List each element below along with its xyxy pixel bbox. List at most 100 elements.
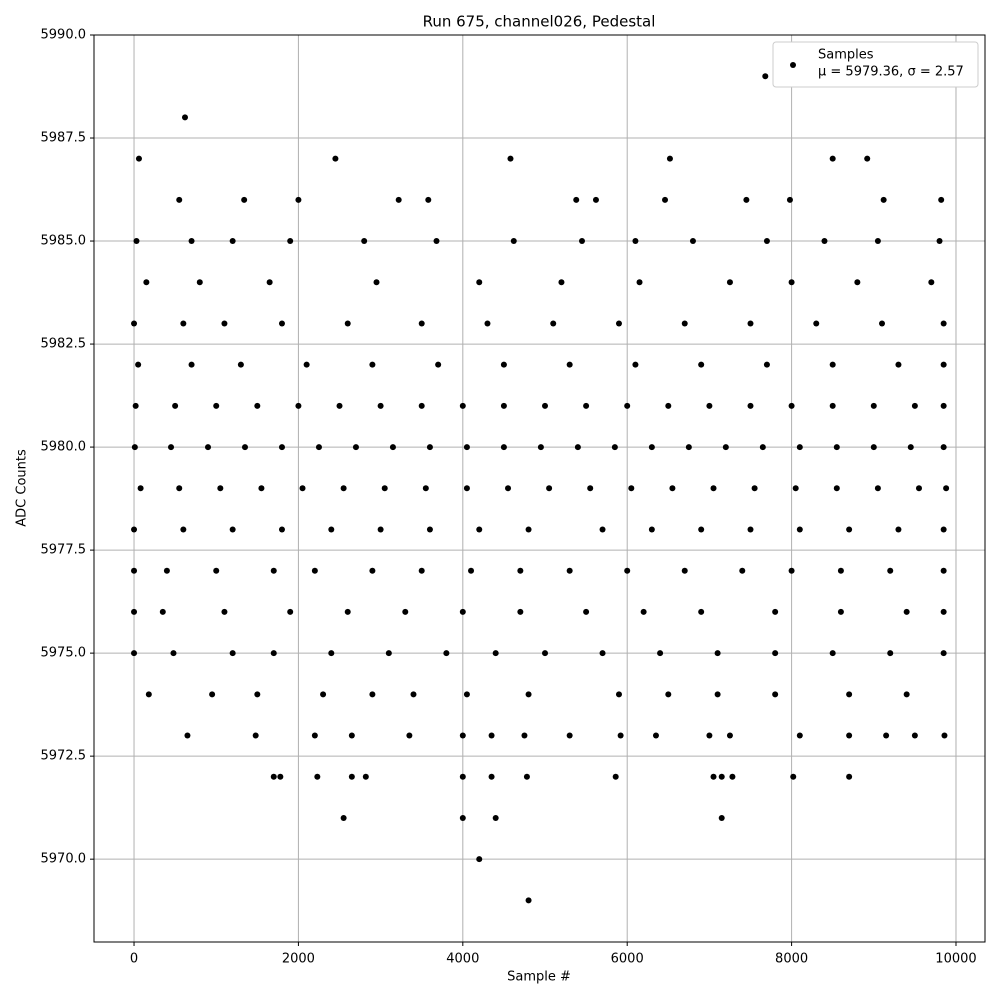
data-point <box>505 485 512 492</box>
data-point <box>788 279 795 286</box>
data-point <box>340 814 347 821</box>
data-point <box>542 402 549 409</box>
data-point <box>402 608 409 615</box>
data-point <box>759 444 766 451</box>
data-point <box>131 567 138 574</box>
data-point <box>180 526 187 533</box>
data-point <box>940 361 947 368</box>
data-point <box>772 691 779 698</box>
data-point <box>525 691 532 698</box>
data-point <box>270 773 277 780</box>
data-point <box>241 444 248 451</box>
data-point <box>270 650 277 657</box>
data-point <box>241 196 248 203</box>
data-point <box>131 608 138 615</box>
x-axis-label: Sample # <box>507 970 571 985</box>
data-point <box>592 196 599 203</box>
data-point <box>666 155 673 162</box>
y-tick-label: 5980.0 <box>41 440 87 455</box>
data-point <box>583 608 590 615</box>
data-point <box>133 238 140 245</box>
data-point <box>188 238 195 245</box>
data-point <box>698 608 705 615</box>
data-point <box>907 444 914 451</box>
data-point <box>143 279 150 286</box>
data-point <box>874 485 881 492</box>
data-point <box>648 444 655 451</box>
data-point <box>718 814 725 821</box>
data-point <box>722 444 729 451</box>
data-point <box>463 444 470 451</box>
data-point <box>940 650 947 657</box>
data-point <box>558 279 565 286</box>
data-point <box>566 567 573 574</box>
data-point <box>488 773 495 780</box>
data-point <box>517 608 524 615</box>
data-point <box>507 155 514 162</box>
data-point <box>940 567 947 574</box>
data-point <box>418 320 425 327</box>
data-point <box>168 444 175 451</box>
y-tick-label: 5975.0 <box>41 646 87 661</box>
data-point <box>895 361 902 368</box>
legend: Samples μ = 5979.36, σ = 2.57 <box>772 41 979 88</box>
data-point <box>751 485 758 492</box>
data-point <box>258 485 265 492</box>
data-point <box>546 485 553 492</box>
data-point <box>763 238 770 245</box>
data-point <box>373 279 380 286</box>
y-tick-label: 5972.5 <box>41 749 87 764</box>
data-point <box>252 732 259 739</box>
data-point <box>344 608 351 615</box>
data-point <box>911 402 918 409</box>
data-point <box>599 650 606 657</box>
data-point <box>254 691 261 698</box>
data-point <box>525 897 532 904</box>
data-point <box>344 320 351 327</box>
data-point <box>287 238 294 245</box>
data-point <box>747 402 754 409</box>
data-point <box>229 526 236 533</box>
data-point <box>418 402 425 409</box>
data-point <box>266 279 273 286</box>
y-tick-label: 5977.5 <box>41 543 87 558</box>
data-point <box>184 732 191 739</box>
data-point <box>237 361 244 368</box>
data-point <box>636 279 643 286</box>
data-point <box>698 361 705 368</box>
data-point <box>617 732 624 739</box>
data-point <box>573 196 580 203</box>
data-point <box>821 238 828 245</box>
data-point <box>943 485 950 492</box>
data-point <box>829 650 836 657</box>
legend-box <box>772 41 979 88</box>
data-point <box>369 567 376 574</box>
data-point <box>763 361 770 368</box>
y-tick-label: 5982.5 <box>41 337 87 352</box>
axes-frame <box>93 34 986 943</box>
data-point <box>681 567 688 574</box>
data-point <box>788 402 795 409</box>
legend-marker <box>790 62 796 68</box>
data-point <box>459 814 466 821</box>
data-point <box>299 485 306 492</box>
data-point <box>131 526 138 533</box>
data-point <box>846 691 853 698</box>
data-point <box>176 485 183 492</box>
data-point <box>612 773 619 780</box>
x-tick-label: 8000 <box>775 952 808 967</box>
data-point <box>500 402 507 409</box>
data-point <box>425 196 432 203</box>
data-point <box>172 402 179 409</box>
data-point <box>135 361 142 368</box>
data-point <box>772 608 779 615</box>
data-point <box>196 279 203 286</box>
x-tick-label: 10000 <box>935 952 976 967</box>
data-point <box>163 567 170 574</box>
data-point <box>303 361 310 368</box>
data-point <box>833 485 840 492</box>
data-point <box>657 650 664 657</box>
data-point <box>772 650 779 657</box>
data-point <box>426 444 433 451</box>
